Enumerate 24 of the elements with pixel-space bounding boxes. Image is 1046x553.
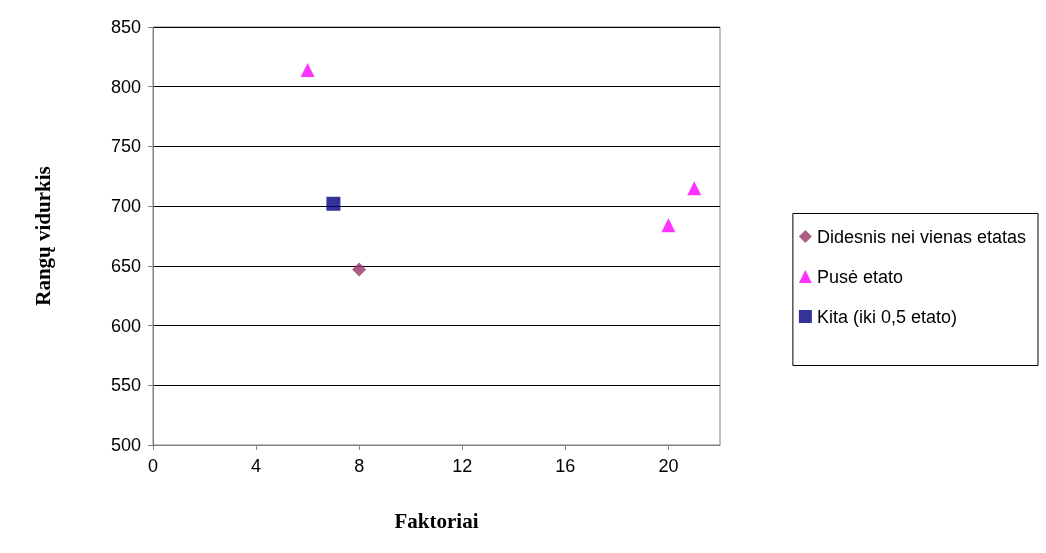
y-tick-label: 600 xyxy=(110,315,141,336)
point xyxy=(300,62,315,77)
y-tick-label: 700 xyxy=(110,196,141,217)
x-tick-label: 20 xyxy=(658,456,679,476)
legend-label: Didesnis nei vienas etatas xyxy=(816,226,1027,247)
y-axis-title: Rangų vidurkis xyxy=(30,166,55,306)
y-tick-label: 550 xyxy=(110,375,141,396)
x-tick-label: 4 xyxy=(251,456,262,476)
x-tick-label: 8 xyxy=(354,456,365,476)
point xyxy=(661,218,676,233)
x-tick-label: 16 xyxy=(555,456,576,476)
legend-label: Pusė etato xyxy=(816,266,903,287)
x-axis-title: Faktoriai xyxy=(394,508,479,533)
x-tick-label: 12 xyxy=(452,456,473,476)
point xyxy=(352,262,367,277)
point xyxy=(687,181,702,196)
x-tick-label: 0 xyxy=(147,456,159,476)
legend-label: Kita (iki 0,5 etato) xyxy=(816,306,957,327)
point xyxy=(326,196,341,211)
y-tick-label: 800 xyxy=(110,76,141,97)
y-tick-label: 750 xyxy=(110,136,141,157)
y-tick-label: 500 xyxy=(110,435,141,455)
y-tick-label: 850 xyxy=(110,17,141,37)
y-tick-label: 650 xyxy=(110,255,141,276)
